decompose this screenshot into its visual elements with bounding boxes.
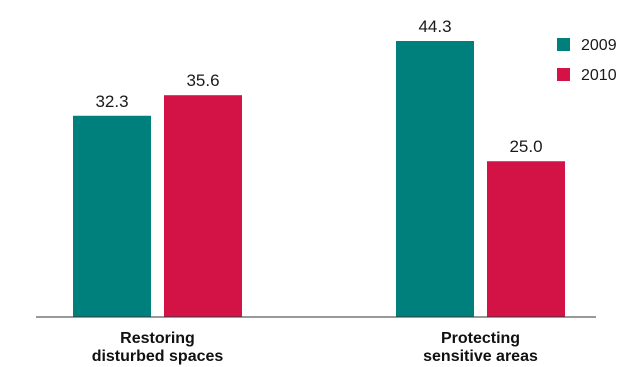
legend-label-2009: 2009 xyxy=(581,37,617,54)
legend-swatch-2009 xyxy=(557,38,570,51)
value-labels-group: 32.3 35.6 44.3 25.0 xyxy=(95,17,542,156)
legend-swatch-2010 xyxy=(557,68,570,81)
bar-1-0 xyxy=(396,41,474,317)
category-label-0-line-0: Restoring xyxy=(120,330,195,347)
bars-group xyxy=(73,41,565,318)
value-label-0-0: 32.3 xyxy=(95,92,128,111)
bar-0-1 xyxy=(164,95,242,318)
value-label-0-1: 35.6 xyxy=(186,71,219,90)
category-label-1-line-0: Protecting xyxy=(441,330,520,347)
value-label-1-1: 25.0 xyxy=(509,137,542,156)
category-label-1-line-1: sensitive areas xyxy=(423,348,538,365)
legend-label-2010: 2010 xyxy=(581,67,617,84)
category-label-0-line-1: disturbed spaces xyxy=(92,348,224,365)
value-label-1-0: 44.3 xyxy=(418,17,451,36)
bar-1-1 xyxy=(487,161,565,317)
bar-0-0 xyxy=(73,115,151,318)
legend: 2009 2010 xyxy=(557,37,617,84)
